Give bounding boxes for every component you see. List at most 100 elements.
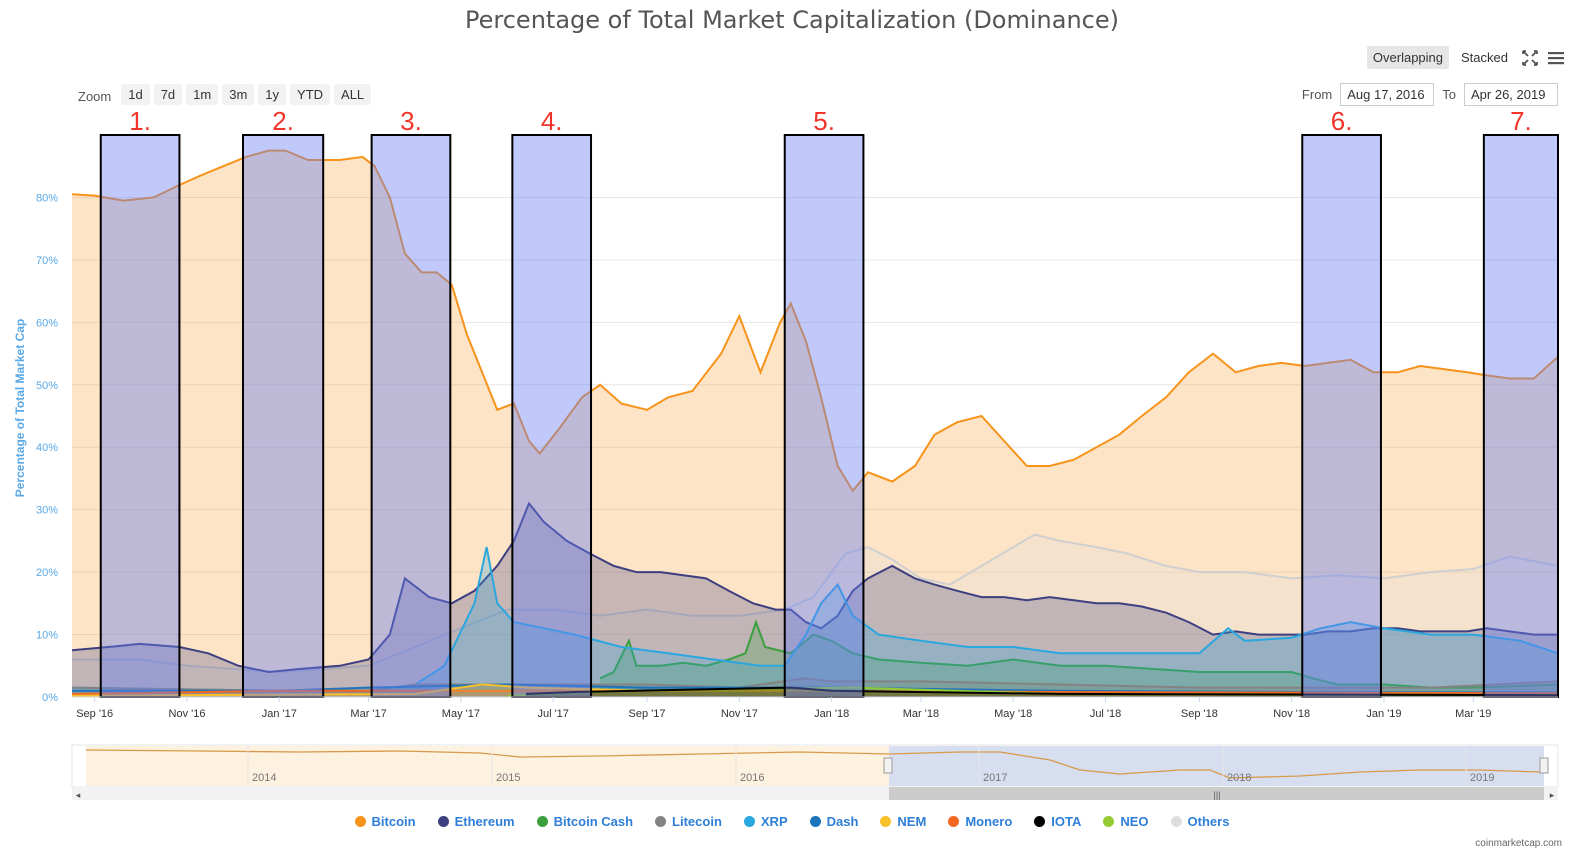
legend-label: NEO [1120,814,1149,829]
zoom-1m-button[interactable]: 1m [186,84,219,105]
xrp-line[interactable] [71,546,1559,692]
others-line[interactable] [72,533,1559,674]
navigator-year-label: 2014 [252,772,276,784]
navigator-selection[interactable] [889,746,1544,786]
navigator-line [85,749,1541,779]
xrp-area [72,547,1558,697]
x-tick-label: Nov '18 [1273,708,1310,720]
iota-line[interactable] [525,686,1559,697]
legend-item-iota[interactable]: IOTA [1034,814,1081,829]
highlight-box-label: 5. [813,106,835,136]
zoom-ytd-button[interactable]: YTD [290,84,331,105]
date-range: From Aug 17, 2016 To Apr 26, 2019 [1302,83,1558,106]
legend-marker-icon [743,816,755,827]
navigator-history-fill [86,746,889,786]
y-tick-label: 80% [36,192,58,204]
navigator-year-label: 2019 [1470,772,1494,784]
navigator-scrollbar-thumb[interactable] [889,787,1544,800]
legend-item-monero[interactable]: Monero [948,814,1012,829]
legend-label: XRP [760,814,788,829]
legend-item-bitcoin-cash[interactable]: Bitcoin Cash [536,814,633,829]
x-tick-label: Nov '17 [721,708,758,720]
x-tick-label: Jan '18 [814,708,849,720]
navigator[interactable]: 2014 2015 2016 2017 2018 2019 ||| ◂ ▸ [71,744,1559,800]
zoom-1d-button[interactable]: 1d [121,84,150,105]
navigator-left-handle[interactable] [883,757,893,774]
scrollbar-grip-icon[interactable]: ||| [1213,790,1220,800]
series-areas [71,149,1559,698]
legend-label: Litecoin [672,814,722,829]
x-tick-label: Jan '19 [1366,708,1401,720]
y-tick-label: 50% [36,380,58,392]
legend-marker-icon [354,816,366,827]
grid-lines [72,196,1558,698]
overlapping-button[interactable]: Overlapping [1366,46,1450,69]
fullscreen-icon[interactable] [1520,48,1540,68]
legend-marker-icon [948,816,960,827]
monero-line[interactable] [71,689,1559,695]
view-mode-switch: Overlapping Stacked [1366,46,1566,69]
navigator-scrollbar-track[interactable] [72,787,1558,800]
legend-item-ethereum[interactable]: Ethereum [437,814,515,829]
zoom-1y-button[interactable]: 1y [258,84,287,105]
zoom-7d-button[interactable]: 7d [153,84,183,105]
menu-icon[interactable] [1546,48,1566,68]
legend-item-dash[interactable]: Dash [809,814,859,829]
bitcoin-area [72,150,1558,698]
x-tick-label: Jan '17 [262,708,297,720]
y-tick-label: 30% [36,505,58,517]
legend-item-xrp[interactable]: XRP [743,814,788,829]
legend-marker-icon [809,816,821,827]
y-tick-label: 60% [36,317,58,329]
ethereum-line[interactable] [71,501,1558,674]
legend-marker-icon [655,816,667,827]
highlight-box [241,134,325,698]
highlight-boxes: 1. 2. 3. 4. 5. 6. 7. [99,106,1559,698]
others-area [72,534,1558,697]
legend-item-litecoin[interactable]: Litecoin [655,814,722,829]
from-date-input[interactable]: Aug 17, 2016 [1340,83,1435,106]
zoom-all-button[interactable]: ALL [334,84,372,105]
y-tick-label: 70% [36,255,58,267]
highlight-box [783,134,865,698]
legend-item-others[interactable]: Others [1170,814,1230,829]
to-date-input[interactable]: Apr 26, 2019 [1464,83,1558,106]
highlight-box [1301,134,1382,698]
neo-line[interactable] [507,686,1559,697]
zoom-3m-button[interactable]: 3m [222,84,255,105]
litecoin-area [72,678,1558,697]
legend-marker-icon [1034,816,1046,827]
bitcoin-line[interactable] [71,149,1559,493]
legend-item-neo[interactable]: NEO [1103,814,1149,829]
highlight-box [511,134,593,698]
y-axis-title: Percentage of Total Market Cap [13,319,27,498]
legend-marker-icon [1103,816,1115,827]
navigator-right-handle[interactable] [1539,757,1549,774]
litecoin-line[interactable] [71,677,1559,692]
nem-line[interactable] [71,683,1559,697]
zoom-controls: Zoom 1d 7d 1m 3m 1y YTD ALL [78,84,372,105]
navigator-year-label: 2015 [496,772,520,784]
x-tick-label: Mar '17 [350,708,386,720]
scroll-left-arrow-icon[interactable]: ◂ [76,790,81,800]
highlight-box-label: 6. [1331,106,1353,136]
legend-label: Dash [826,814,859,829]
y-tick-label: 20% [36,567,58,579]
iota-area [526,687,1558,697]
highlight-box-label: 7. [1510,106,1532,136]
navigator-year-label: 2017 [983,772,1007,784]
stacked-button[interactable]: Stacked [1461,50,1508,65]
bitcoin-cash-area [600,622,1558,697]
x-tick-label: Sep '18 [1181,708,1218,720]
bitcoin-cash-line[interactable] [599,619,1559,689]
legend-label: Others [1187,814,1230,829]
credit-link[interactable]: coinmarketcap.com [1475,838,1562,849]
scroll-right-arrow-icon[interactable]: ▸ [1550,790,1555,800]
legend-marker-icon [1170,816,1182,827]
nem-area [72,684,1558,697]
highlight-box-label: 2. [272,106,294,136]
legend-item-bitcoin[interactable]: Bitcoin [354,814,416,829]
dash-line[interactable] [72,683,1559,694]
legend-item-nem[interactable]: NEM [880,814,926,829]
